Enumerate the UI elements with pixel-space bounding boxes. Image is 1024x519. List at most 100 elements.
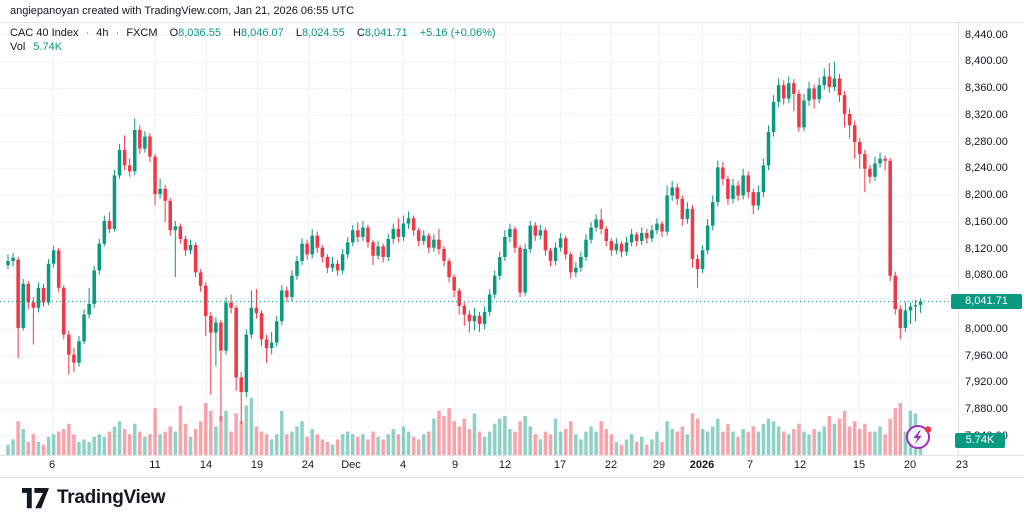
volume-bar	[680, 426, 685, 455]
volume-bar	[325, 442, 330, 455]
volume-bar	[437, 410, 441, 455]
candle-body	[543, 230, 548, 251]
candle-body	[660, 223, 664, 232]
price-axis[interactable]: 8,440.00 8,400.00 8,360.00 8,320.00 8,280.00…	[958, 0, 1024, 477]
volume-bar	[721, 431, 725, 455]
volume-bar	[655, 431, 659, 455]
volume-bar	[660, 442, 664, 455]
low-value: 8,024.55	[301, 27, 345, 39]
volume-bar	[224, 410, 228, 455]
volume-bar	[356, 436, 360, 455]
candle-body	[178, 226, 183, 239]
volume-bar	[16, 421, 20, 455]
volume-bar	[254, 426, 259, 455]
candle-body	[634, 234, 639, 241]
volume-bar	[898, 403, 903, 455]
flash-icon[interactable]	[903, 421, 935, 453]
volume-bar	[807, 434, 811, 455]
candle-body	[92, 270, 96, 304]
volume-bar	[188, 436, 193, 455]
chart-top-border	[0, 22, 1024, 23]
volume-bar	[477, 431, 482, 455]
footer-brand[interactable]: TradingView	[22, 487, 166, 509]
candle-body	[670, 187, 674, 196]
candle-body	[401, 223, 406, 237]
candle-body	[766, 131, 771, 166]
candle-body	[614, 243, 619, 251]
volume-bar	[700, 429, 705, 455]
price-tick-label: 8,400.00	[965, 55, 1008, 68]
candle-body	[710, 202, 715, 226]
volume-bar	[117, 421, 122, 455]
candle-body	[163, 188, 167, 201]
candle-body	[452, 277, 456, 291]
volume-bar	[675, 431, 679, 455]
volume-bar	[67, 423, 71, 455]
time-tick-label: 6	[48, 459, 56, 471]
volume-bar	[629, 434, 634, 455]
candle-body	[655, 223, 659, 231]
candle-body	[716, 167, 720, 203]
candle-body	[219, 322, 223, 351]
candle-body	[315, 235, 320, 248]
candle-body	[503, 236, 507, 258]
candle-body	[229, 302, 233, 308]
candle-body	[249, 307, 254, 335]
volume-bar	[624, 439, 629, 455]
candle-body	[143, 136, 147, 149]
candle-body	[888, 160, 892, 276]
volume-bar	[214, 426, 218, 455]
price-tick-label: 8,360.00	[965, 82, 1008, 94]
volume-bar	[178, 405, 183, 455]
candle-body	[36, 287, 41, 308]
candle-body	[72, 354, 76, 363]
candle-body	[51, 250, 56, 264]
candle-body	[148, 136, 152, 157]
volume-bar	[893, 408, 897, 455]
alert-dot	[924, 426, 932, 433]
candle-body	[396, 228, 401, 237]
attribution-text: angiepanoyan created with TradingView.co…	[10, 5, 355, 17]
candle-body	[117, 150, 122, 176]
candle-body	[903, 310, 908, 328]
candle-body	[290, 275, 294, 298]
candle-body	[285, 290, 289, 298]
candle-body	[756, 192, 761, 206]
volume-bar	[442, 416, 446, 455]
volume-bar	[756, 431, 761, 455]
volume-bar	[518, 421, 522, 455]
volume-bar	[695, 418, 700, 455]
candle-body	[629, 234, 634, 243]
candle-body	[792, 83, 796, 94]
candle-body	[624, 242, 629, 252]
volume-bar	[538, 439, 543, 455]
volume-bar	[822, 426, 827, 455]
volume-bar	[650, 439, 654, 455]
candle-body	[817, 85, 821, 100]
candle-body	[203, 285, 208, 316]
legend-exchange: FXCM	[126, 27, 158, 39]
volume-bar	[812, 429, 816, 455]
candle-body	[442, 249, 446, 262]
volume-bar	[72, 434, 76, 455]
volume-bar	[771, 421, 776, 455]
volume-bar	[579, 439, 583, 455]
volume-bar	[300, 421, 304, 455]
volume-bar	[320, 439, 325, 455]
time-tick-label: 15	[852, 459, 866, 471]
volume-bar	[645, 444, 649, 455]
candle-body	[310, 235, 314, 255]
volume-bar	[107, 431, 112, 455]
candle-body	[858, 142, 862, 155]
price-tick-label: 8,120.00	[965, 242, 1008, 255]
candle-body	[56, 250, 61, 288]
candle-body	[214, 322, 218, 333]
volume-bar	[487, 431, 492, 455]
candle-body	[158, 188, 162, 195]
candle-body	[335, 263, 340, 271]
volume-bar	[315, 434, 320, 455]
candle-body	[421, 235, 426, 241]
volume-bar	[269, 439, 274, 455]
volume-bar	[56, 431, 61, 455]
